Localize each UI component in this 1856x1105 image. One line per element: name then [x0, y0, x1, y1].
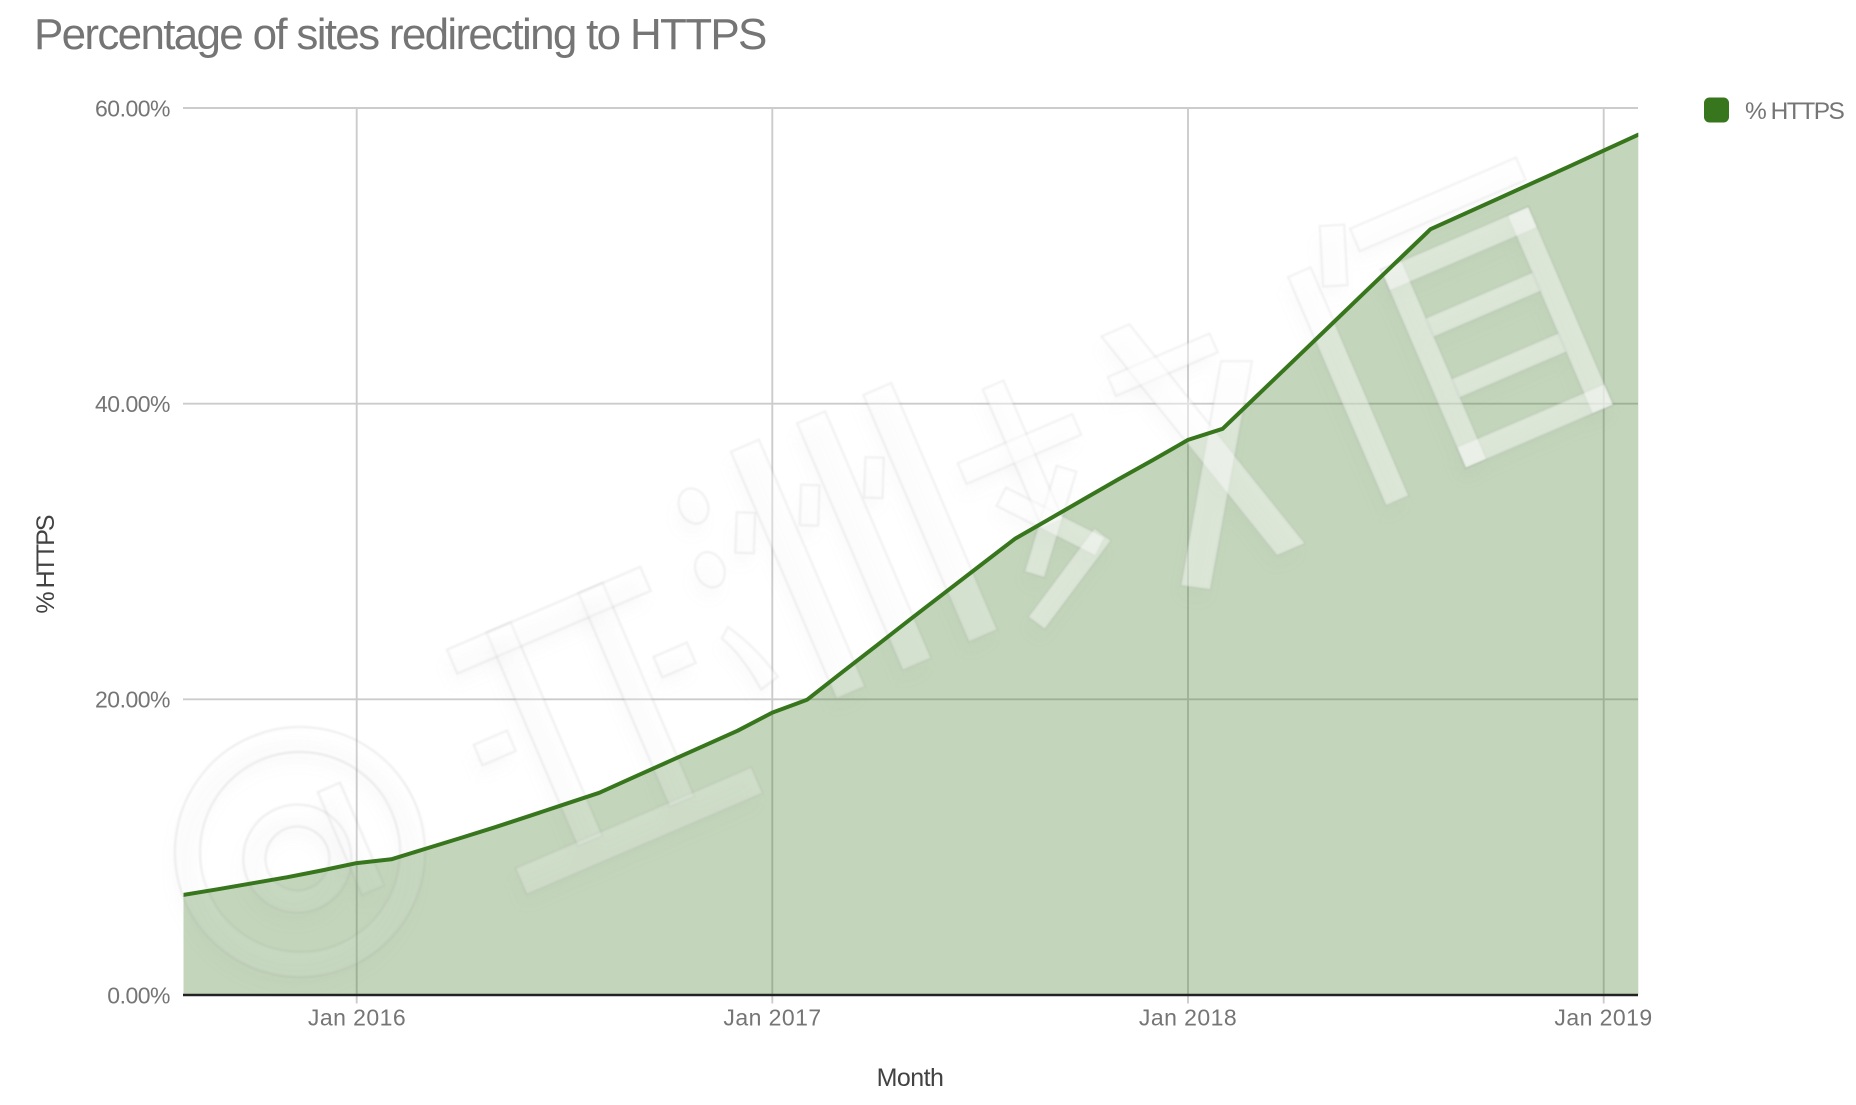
svg-text:40.00%: 40.00%: [95, 391, 170, 417]
svg-text:Percentage of sites redirectin: Percentage of sites redirecting to HTTPS: [34, 10, 766, 59]
svg-text:Month: Month: [877, 1064, 944, 1092]
svg-text:% HTTPS: % HTTPS: [1745, 98, 1845, 125]
svg-text:20.00%: 20.00%: [95, 687, 170, 713]
svg-text:0.00%: 0.00%: [107, 982, 170, 1008]
svg-text:Jan 2019: Jan 2019: [1554, 1005, 1652, 1031]
svg-text:Jan 2016: Jan 2016: [308, 1005, 406, 1031]
svg-text:60.00%: 60.00%: [95, 95, 170, 121]
svg-text:Jan 2018: Jan 2018: [1139, 1005, 1237, 1031]
svg-text:Jan 2017: Jan 2017: [723, 1005, 821, 1031]
svg-text:% HTTPS: % HTTPS: [32, 515, 60, 613]
